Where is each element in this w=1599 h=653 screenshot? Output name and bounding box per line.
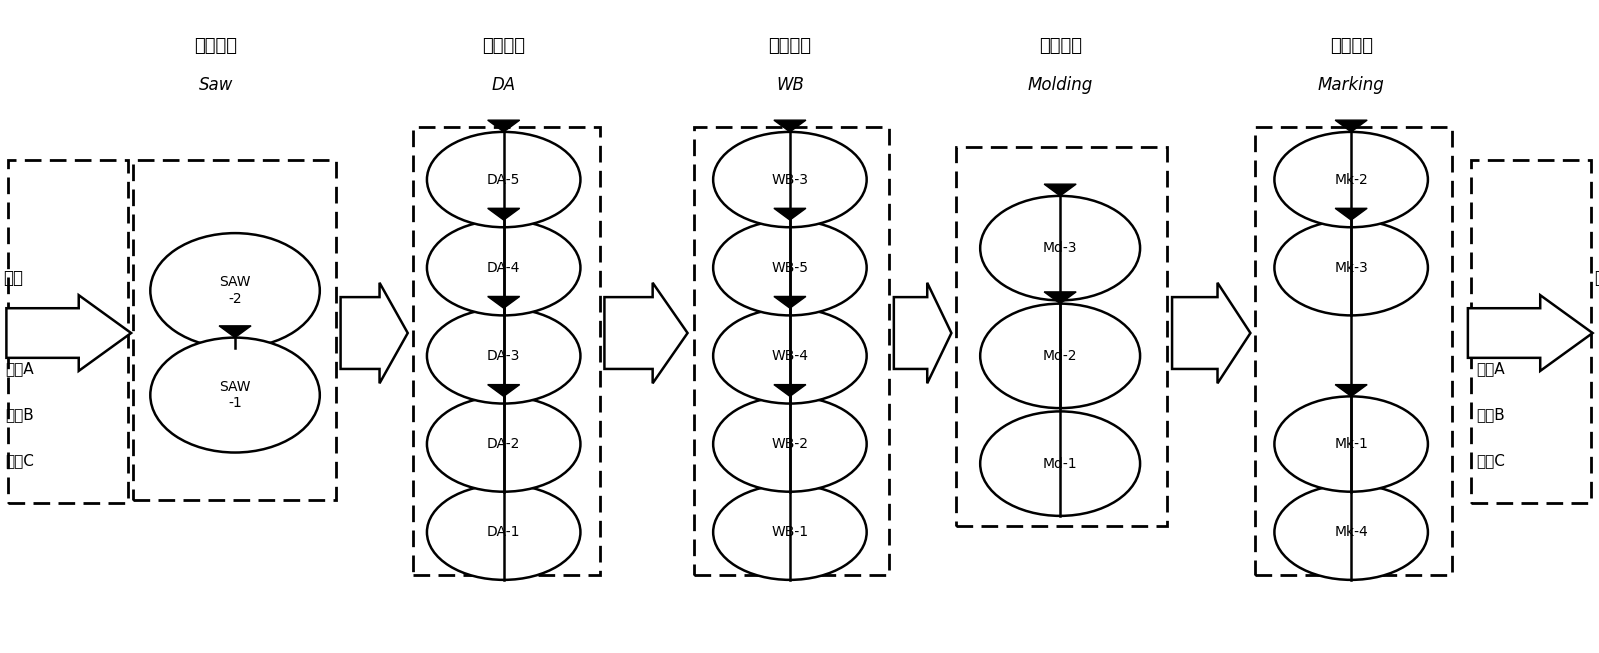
Text: WB-3: WB-3 (771, 172, 809, 187)
Polygon shape (1044, 292, 1076, 304)
Polygon shape (341, 283, 408, 383)
Text: Md-3: Md-3 (1043, 241, 1078, 255)
Polygon shape (488, 208, 520, 220)
Polygon shape (774, 120, 806, 132)
Text: DA-1: DA-1 (488, 525, 520, 539)
Text: Mk-3: Mk-3 (1334, 261, 1369, 275)
Text: 产品A: 产品A (5, 362, 34, 376)
Text: DA-5: DA-5 (488, 172, 520, 187)
Polygon shape (488, 385, 520, 396)
Ellipse shape (427, 396, 580, 492)
Ellipse shape (427, 485, 580, 580)
Text: Md-1: Md-1 (1043, 456, 1078, 471)
Text: Mk-4: Mk-4 (1334, 525, 1369, 539)
Text: WB: WB (776, 76, 804, 94)
Bar (8, 160, 128, 503)
Ellipse shape (427, 132, 580, 227)
Text: WB-5: WB-5 (771, 261, 809, 275)
Bar (956, 147, 1167, 526)
Text: 加工中心: 加工中心 (769, 37, 811, 55)
Polygon shape (488, 296, 520, 308)
Text: 投产: 投产 (3, 268, 24, 287)
Polygon shape (604, 283, 688, 383)
Text: WB-1: WB-1 (771, 525, 809, 539)
Text: WB-2: WB-2 (771, 437, 809, 451)
Polygon shape (488, 120, 520, 132)
Text: SAW
-1: SAW -1 (219, 380, 251, 410)
Text: Mk-1: Mk-1 (1334, 437, 1369, 451)
Text: 加工中心: 加工中心 (195, 37, 237, 55)
Ellipse shape (713, 485, 867, 580)
Ellipse shape (980, 196, 1140, 300)
Text: 产品C: 产品C (5, 453, 34, 468)
Ellipse shape (1274, 396, 1428, 492)
Text: Mk-2: Mk-2 (1334, 172, 1369, 187)
Polygon shape (1468, 295, 1593, 371)
Polygon shape (894, 283, 951, 383)
Text: 产品C: 产品C (1476, 453, 1505, 468)
Text: WB-4: WB-4 (771, 349, 809, 363)
Text: DA: DA (491, 76, 516, 94)
Ellipse shape (150, 233, 320, 348)
Text: 产品B: 产品B (5, 407, 34, 422)
Polygon shape (1172, 283, 1250, 383)
Ellipse shape (713, 132, 867, 227)
Polygon shape (1335, 208, 1367, 220)
Text: DA-3: DA-3 (488, 349, 520, 363)
Bar (1471, 160, 1591, 503)
Polygon shape (774, 385, 806, 396)
Text: Marking: Marking (1318, 76, 1385, 94)
Polygon shape (1335, 385, 1367, 396)
Ellipse shape (1274, 485, 1428, 580)
Polygon shape (6, 295, 131, 371)
Ellipse shape (713, 396, 867, 492)
Ellipse shape (427, 220, 580, 315)
Text: 加工中心: 加工中心 (1039, 37, 1081, 55)
Text: 加工中心: 加工中心 (1330, 37, 1372, 55)
Text: Saw: Saw (198, 76, 233, 94)
Polygon shape (774, 208, 806, 220)
Polygon shape (774, 296, 806, 308)
Ellipse shape (150, 338, 320, 453)
Ellipse shape (427, 308, 580, 404)
Text: Md-2: Md-2 (1043, 349, 1078, 363)
Text: 产品B: 产品B (1476, 407, 1505, 422)
Bar (133, 160, 336, 500)
Ellipse shape (1274, 220, 1428, 315)
Text: DA-4: DA-4 (488, 261, 520, 275)
Ellipse shape (713, 220, 867, 315)
Text: 成品: 成品 (1594, 268, 1599, 287)
Bar (1255, 127, 1452, 575)
Text: DA-2: DA-2 (488, 437, 520, 451)
Text: Molding: Molding (1028, 76, 1092, 94)
Text: 加工中心: 加工中心 (483, 37, 524, 55)
Ellipse shape (1274, 132, 1428, 227)
Text: 产品A: 产品A (1476, 362, 1505, 376)
Ellipse shape (980, 411, 1140, 516)
Ellipse shape (980, 304, 1140, 408)
Text: SAW
-2: SAW -2 (219, 276, 251, 306)
Bar (413, 127, 600, 575)
Ellipse shape (713, 308, 867, 404)
Polygon shape (1335, 120, 1367, 132)
Polygon shape (1044, 184, 1076, 196)
Bar (694, 127, 889, 575)
Polygon shape (219, 326, 251, 338)
